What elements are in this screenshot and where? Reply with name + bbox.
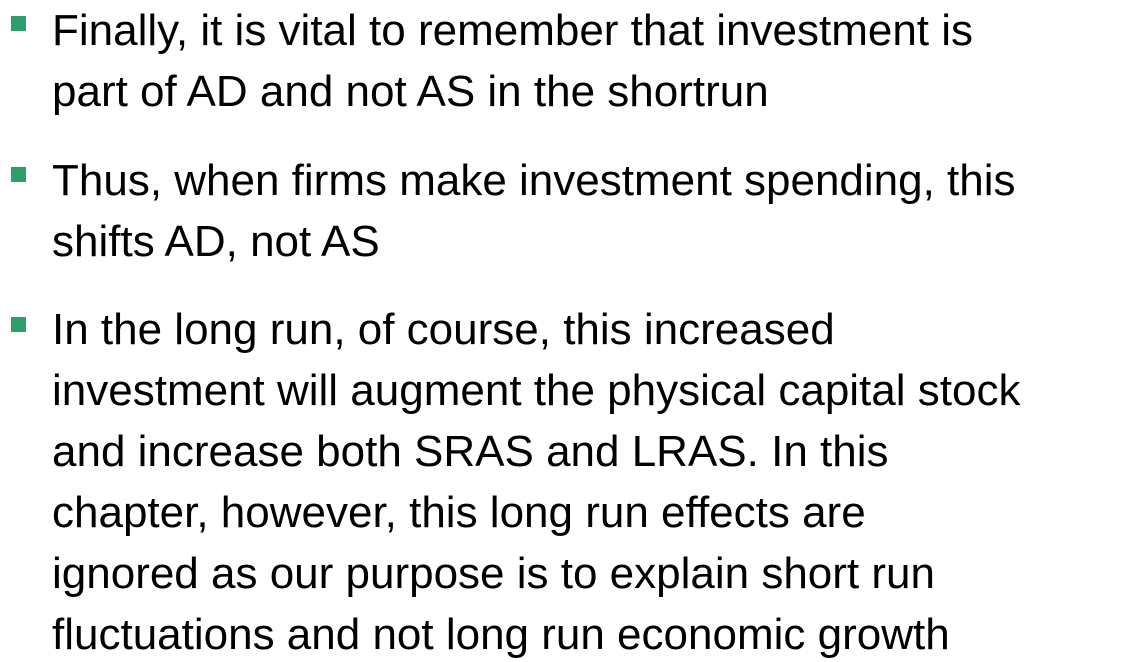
bullet-text: Thus, when firms make investment spendin…: [52, 156, 1016, 266]
square-bullet-icon: [11, 167, 26, 182]
square-bullet-icon: [11, 317, 26, 332]
bullet-text: Finally, it is vital to remember that in…: [52, 6, 974, 116]
bullet-text: In the long run, of course, this increas…: [52, 305, 1021, 659]
square-bullet-icon: [11, 16, 26, 31]
